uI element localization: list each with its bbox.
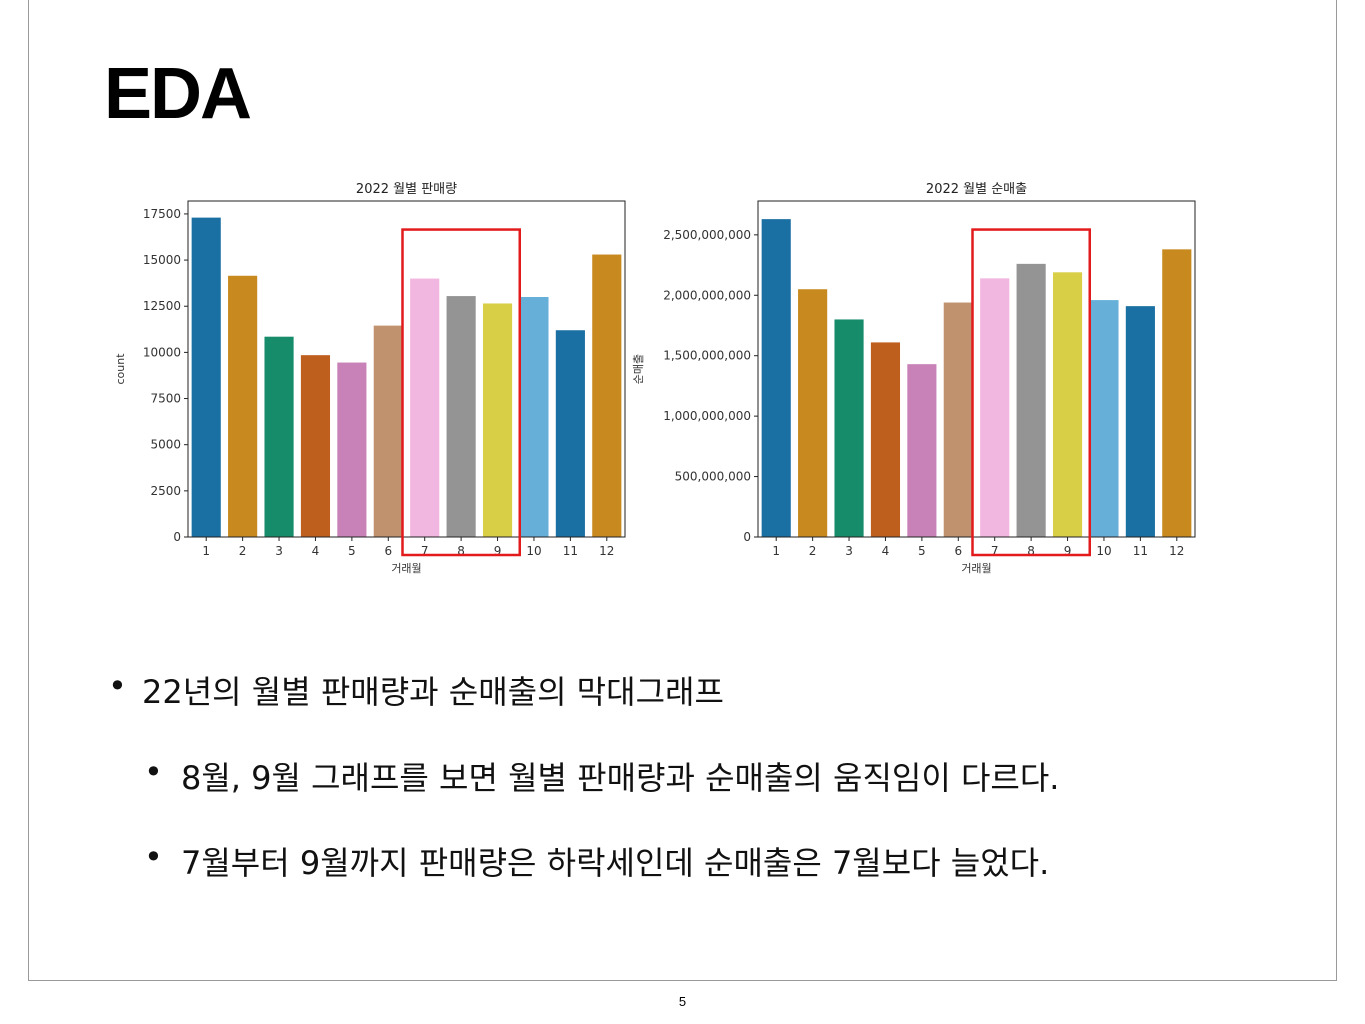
x-tick-label: 4 [312, 544, 320, 558]
x-tick-label: 8 [457, 544, 465, 558]
x-tick-label: 7 [421, 544, 429, 558]
y-tick-label: 5000 [150, 438, 181, 452]
bar-11 [555, 330, 585, 537]
x-tick-label: 3 [845, 544, 853, 558]
bar-10 [1089, 300, 1119, 537]
x-axis-label: 거래월 [961, 562, 991, 575]
y-tick-label: 1,500,000,000 [663, 349, 751, 363]
bar-2 [798, 289, 828, 537]
plot-frame [757, 200, 1196, 538]
bar-8 [1016, 263, 1046, 537]
x-tick-label: 2 [239, 544, 247, 558]
x-tick-label: 9 [1064, 544, 1072, 558]
x-tick-label: 3 [275, 544, 283, 558]
bar-6 [943, 302, 973, 537]
bar-12 [1162, 249, 1192, 537]
bar-11 [1125, 306, 1155, 537]
plot-frame [187, 200, 626, 538]
bar-1 [761, 219, 791, 537]
bar-7 [980, 278, 1010, 537]
chart-svg: 2022 월별 판매량 0 2500 5000 7500 10000 12500 15000 1… [114, 182, 626, 575]
bar-5 [907, 364, 937, 537]
bar-10 [519, 297, 549, 537]
bullet-text: 8월, 9월 그래프를 보면 월별 판매량과 순매출의 움직임이 다르다. [181, 759, 1060, 797]
bar-7 [410, 278, 440, 537]
x-tick-label: 10 [1096, 544, 1111, 558]
bullet-dot: • [144, 753, 163, 791]
chart-monthly-net-sales: 2022 월별 순매출 0 500,000,000 1,000,000,000 1,50… [630, 175, 1210, 585]
slide-title: EDA [104, 54, 252, 134]
chart-svg: 2022 월별 순매출 0 500,000,000 1,000,000,000 1,50… [632, 182, 1196, 575]
y-tick-label: 500,000,000 [675, 470, 751, 484]
x-tick-label: 8 [1027, 544, 1035, 558]
highlight-box [401, 228, 521, 557]
y-tick-label: 2,500,000,000 [663, 228, 751, 242]
x-tick-label: 11 [1133, 544, 1148, 558]
x-tick-label: 7 [991, 544, 999, 558]
bar-8 [446, 296, 476, 537]
x-tick-label: 5 [348, 544, 356, 558]
x-tick-label: 12 [1169, 544, 1184, 558]
y-tick-label: 1,000,000,000 [663, 409, 751, 423]
x-tick-label: 12 [599, 544, 614, 558]
x-tick-label: 9 [494, 544, 502, 558]
x-tick-label: 1 [772, 544, 780, 558]
bar-2 [228, 275, 258, 537]
bullet-text: 7월부터 9월까지 판매량은 하락세인데 순매출은 7월보다 늘었다. [181, 844, 1050, 882]
bar-4 [300, 355, 331, 537]
x-tick-label: 6 [954, 544, 962, 558]
y-axis-label: 순매출 [632, 354, 645, 384]
x-axis-label: 거래월 [391, 562, 421, 575]
highlight-box [971, 228, 1091, 557]
bar-9 [1052, 272, 1083, 537]
y-tick-label: 17500 [143, 207, 181, 221]
bullet-dot: • [108, 667, 127, 705]
x-tick-label: 2 [809, 544, 817, 558]
x-tick-label: 11 [563, 544, 578, 558]
y-tick-label: 0 [173, 530, 181, 544]
bar-6 [373, 325, 403, 537]
bar-3 [834, 319, 864, 537]
y-tick-label: 10000 [143, 345, 181, 359]
bullet-text: 22년의 월별 판매량과 순매출의 막대그래프 [142, 673, 724, 711]
page-number: 5 [678, 994, 687, 1009]
y-axis-label: count [114, 353, 127, 385]
chart-title: 2022 월별 판매량 [356, 182, 457, 197]
y-tick-label: 2500 [150, 484, 181, 498]
bar-9 [482, 303, 513, 537]
y-tick-label: 2,000,000,000 [663, 288, 751, 302]
bar-3 [264, 336, 294, 537]
x-tick-label: 5 [918, 544, 926, 558]
chart-monthly-sales-volume: 2022 월별 판매량 0 2500 5000 7500 10000 12500 15000 1… [110, 175, 640, 585]
chart-title: 2022 월별 순매출 [926, 182, 1027, 197]
bullet-dot: • [144, 838, 163, 876]
y-tick-label: 12500 [143, 299, 181, 313]
bar-4 [870, 342, 901, 537]
bar-12 [592, 254, 622, 537]
bar-1 [191, 217, 221, 537]
y-tick-label: 7500 [150, 392, 181, 406]
y-tick-label: 0 [743, 530, 751, 544]
x-tick-label: 1 [202, 544, 210, 558]
x-tick-label: 6 [384, 544, 392, 558]
x-tick-label: 4 [882, 544, 890, 558]
bar-5 [337, 362, 367, 537]
y-tick-label: 15000 [143, 253, 181, 267]
x-tick-label: 10 [526, 544, 541, 558]
